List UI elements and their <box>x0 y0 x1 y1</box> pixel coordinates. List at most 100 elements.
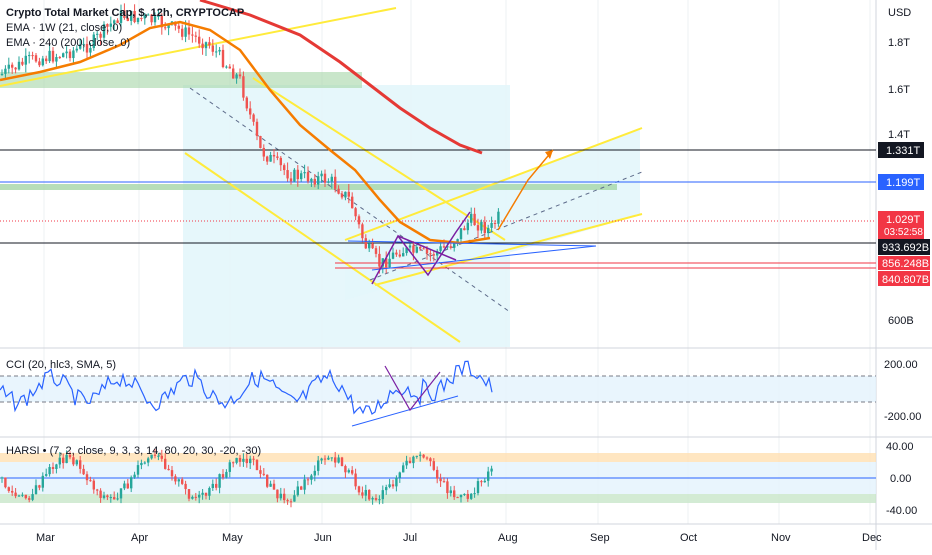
harsi-candle <box>24 494 27 499</box>
ema-200-line[interactable] <box>199 0 483 155</box>
harsi-candle <box>147 458 150 463</box>
svg-text:856.248B: 856.248B <box>882 258 929 270</box>
candle-body <box>266 156 269 162</box>
badge-last-price: 1.029T 03:52:58 <box>878 211 924 239</box>
dashed-trendline-down[interactable] <box>189 87 511 313</box>
harsi-candle <box>4 477 7 488</box>
cci-pattern[interactable] <box>384 365 441 412</box>
harsi-candle <box>184 483 187 490</box>
harsi-candle <box>89 480 92 482</box>
harsi-candle <box>113 497 116 500</box>
harsi-candle <box>58 457 61 465</box>
candle-body <box>283 165 286 171</box>
harsi-candle <box>130 477 133 489</box>
harsi-candle <box>337 457 340 463</box>
cci-legend: CCI (20, hlc3, SMA, 5) <box>6 358 116 373</box>
harsi-candle <box>218 474 221 488</box>
pattern-diagonal[interactable] <box>397 235 457 261</box>
time-axis[interactable]: Mar Apr May Jun Jul Aug Sep Oct Nov Dec <box>36 532 882 544</box>
harsi-candle <box>7 487 10 491</box>
harsi-candle <box>408 460 412 464</box>
candle-body <box>388 258 391 268</box>
candle-body <box>293 169 296 182</box>
candle-body <box>160 15 163 28</box>
triangle-lower[interactable] <box>371 245 597 271</box>
triangle-upper[interactable] <box>347 240 597 247</box>
harsi-candle <box>422 454 425 458</box>
cci-trendline[interactable] <box>351 395 459 427</box>
projection-arrow[interactable] <box>497 149 554 231</box>
candle-body <box>473 213 476 226</box>
down-channel-bottom[interactable] <box>184 152 461 343</box>
harsi-candle <box>65 454 68 464</box>
candle-body <box>368 243 371 249</box>
ema-200-legend[interactable]: EMA · 240 (200, close, 0) <box>6 37 131 49</box>
harsi-candle <box>357 486 361 493</box>
harsi-candle <box>398 472 401 478</box>
harsi-candle <box>436 469 439 479</box>
harsi-candle <box>143 462 146 464</box>
candle-body <box>320 173 323 177</box>
harsi-candle <box>109 497 112 499</box>
harsi-candle <box>371 498 374 500</box>
down-channel-top[interactable] <box>252 77 506 241</box>
harsi-candle <box>317 460 320 471</box>
cci-tick-top: 200.00 <box>884 359 918 371</box>
candle-body <box>327 181 330 183</box>
cci-pane[interactable] <box>0 360 876 427</box>
zigzag-pattern[interactable] <box>371 211 471 285</box>
harsi-candle <box>177 479 180 482</box>
harsi-candle <box>211 483 214 489</box>
harsi-candle <box>279 493 282 499</box>
candle-body <box>24 55 27 65</box>
harsi-candle <box>289 501 293 503</box>
ema-1w-line[interactable] <box>0 20 491 245</box>
harsi-candle <box>208 488 211 496</box>
harsi-candle <box>157 455 160 457</box>
candle-body <box>72 50 75 59</box>
candle-body <box>405 247 408 254</box>
candle-body <box>133 11 136 23</box>
harsi-candle <box>55 464 58 470</box>
price-axis[interactable]: USD 1.8T 1.6T 1.4T 600B 1.331T 1.199T 1.… <box>878 7 930 517</box>
cci-line[interactable] <box>0 360 493 415</box>
harsi-pane[interactable] <box>0 448 876 508</box>
chart-title[interactable]: Crypto Total Market Cap, $, 12h, CRYPTOC… <box>6 7 245 19</box>
harsi-candle <box>476 481 480 494</box>
badge-1199: 1.199T <box>878 174 924 190</box>
candle-body <box>41 58 44 66</box>
harsi-candle <box>96 489 99 491</box>
harsi-candle <box>439 478 442 482</box>
candle-body <box>225 66 228 68</box>
candle-body <box>351 196 354 209</box>
harsi-label[interactable]: HARSI • (7, 2, close, 9, 3, 3, 14, 80, 2… <box>6 445 262 457</box>
harsi-candle <box>419 454 422 456</box>
candle-body <box>289 178 293 182</box>
channel-upper-left[interactable] <box>0 7 397 87</box>
cci-label[interactable]: CCI (20, hlc3, SMA, 5) <box>6 359 117 371</box>
harsi-candle <box>385 487 388 491</box>
candle-body <box>296 169 299 180</box>
price-pane[interactable] <box>0 0 876 347</box>
harsi-candle <box>191 496 194 499</box>
candle-body <box>272 154 276 157</box>
candle-body <box>245 97 248 109</box>
harsi-candle <box>395 477 398 487</box>
harsi-candle <box>310 475 313 480</box>
harsi-candle <box>41 475 44 488</box>
candle-body <box>361 224 364 239</box>
harsi-candle <box>187 489 191 499</box>
harsi-candle <box>354 473 357 487</box>
ema-1w-legend[interactable]: EMA · 1W (21, close, 0) <box>6 22 123 34</box>
dashed-trendline-up[interactable] <box>369 171 643 281</box>
up-channel-bottom[interactable] <box>374 213 643 286</box>
harsi-candle <box>286 500 289 502</box>
up-channel-top[interactable] <box>344 127 643 241</box>
harsi-candle <box>11 490 14 493</box>
harsi-candle <box>72 457 75 465</box>
candle-body <box>459 228 463 240</box>
harsi-candle <box>160 455 163 459</box>
harsi-candle <box>429 458 432 462</box>
